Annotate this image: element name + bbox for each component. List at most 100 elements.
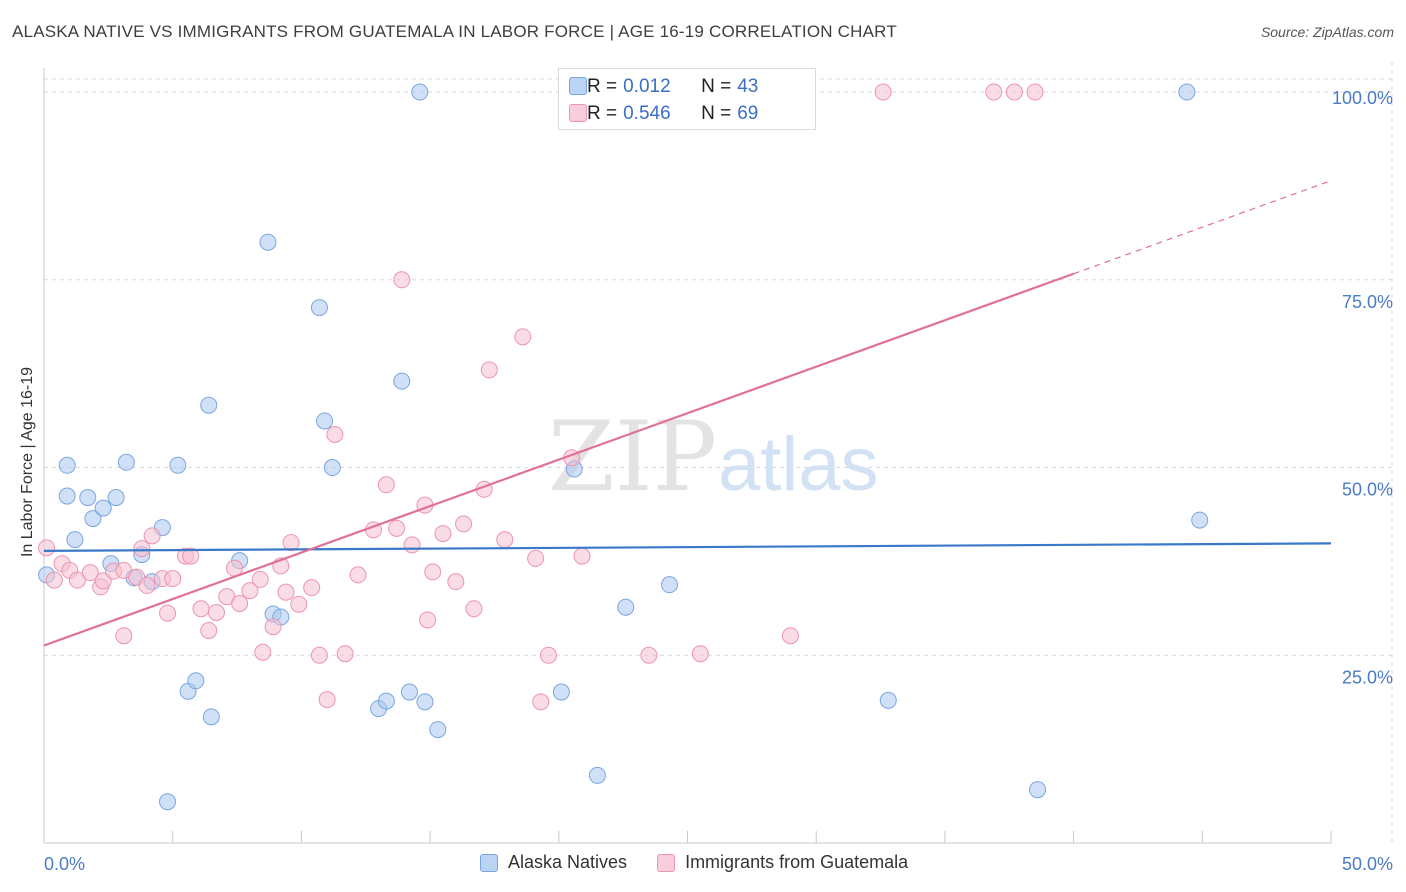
point-immigrants-guatemala: [264, 618, 282, 636]
point-alaska-natives: [1191, 511, 1209, 529]
y-axis-title: In Labor Force | Age 16-19: [19, 366, 36, 558]
point-alaska-natives: [879, 691, 897, 709]
point-alaska-natives: [84, 510, 102, 528]
point-immigrants-guatemala: [434, 525, 452, 543]
stats-row-alaska-natives: R = 0.012 N = 43: [569, 75, 759, 99]
point-immigrants-guatemala: [192, 600, 210, 618]
point-alaska-natives: [416, 693, 434, 711]
point-alaska-natives: [310, 299, 328, 317]
point-alaska-natives: [200, 396, 218, 414]
point-immigrants-guatemala: [388, 519, 406, 537]
point-alaska-natives: [552, 683, 570, 701]
point-alaska-natives: [79, 489, 97, 507]
point-immigrants-guatemala: [38, 539, 56, 557]
point-alaska-natives: [323, 459, 341, 477]
point-alaska-natives: [66, 531, 84, 549]
point-immigrants-guatemala: [231, 594, 249, 612]
point-immigrants-guatemala: [254, 643, 272, 661]
point-immigrants-guatemala: [1005, 83, 1023, 101]
point-immigrants-guatemala: [874, 83, 892, 101]
point-alaska-natives: [58, 456, 76, 474]
point-immigrants-guatemala: [447, 573, 465, 591]
point-alaska-natives: [187, 672, 205, 690]
n-label: N =: [701, 76, 732, 97]
point-immigrants-guatemala: [277, 583, 295, 601]
n-value: 43: [737, 76, 759, 97]
point-immigrants-guatemala: [68, 571, 86, 589]
trend-line-extension-immigrants-guatemala: [1073, 180, 1332, 275]
trend-line-alaska-natives: [43, 542, 1332, 552]
trend-lines: [43, 180, 1332, 647]
point-immigrants-guatemala: [403, 536, 421, 554]
series-alaska-natives: [38, 83, 1209, 811]
point-immigrants-guatemala: [640, 646, 658, 664]
point-immigrants-guatemala: [496, 531, 514, 549]
y-tick-label: 25.0%: [1342, 667, 1393, 687]
legend-swatch-pink: [657, 853, 676, 872]
point-immigrants-guatemala: [310, 646, 328, 664]
y-tick-label: 100.0%: [1332, 88, 1393, 108]
point-immigrants-guatemala: [455, 515, 473, 533]
point-alaska-natives: [169, 456, 187, 474]
point-immigrants-guatemala: [282, 534, 300, 552]
point-immigrants-guatemala: [207, 603, 225, 621]
legend-item-immigrants-guatemala[interactable]: Immigrants from Guatemala: [657, 852, 908, 873]
point-immigrants-guatemala: [303, 579, 321, 597]
r-value: 0.012: [623, 76, 671, 97]
point-alaska-natives: [1029, 781, 1047, 799]
bottom-legend: Alaska Natives Immigrants from Guatemala: [480, 852, 938, 873]
point-immigrants-guatemala: [540, 646, 558, 664]
tick-labels: 25.0% 50.0% 75.0% 100.0% 0.0% 50.0%: [44, 88, 1393, 874]
point-immigrants-guatemala: [393, 271, 411, 289]
point-immigrants-guatemala: [349, 566, 367, 584]
point-alaska-natives: [107, 489, 125, 507]
axes: [43, 68, 1332, 844]
chart-title: ALASKA NATIVE VS IMMIGRANTS FROM GUATEMA…: [12, 22, 897, 41]
legend-swatch-blue: [480, 853, 498, 872]
point-immigrants-guatemala: [985, 83, 1003, 101]
legend-item-alaska-natives[interactable]: Alaska Natives: [480, 852, 627, 873]
legend-label-immigrants-guatemala: Immigrants from Guatemala: [685, 852, 909, 872]
r-label: R =: [587, 76, 618, 97]
point-immigrants-guatemala: [424, 563, 442, 581]
point-immigrants-guatemala: [290, 595, 308, 613]
point-alaska-natives: [94, 499, 112, 517]
stats-swatch-blue: [569, 77, 587, 95]
y-tick-label: 50.0%: [1342, 480, 1393, 500]
point-alaska-natives: [117, 453, 135, 471]
point-alaska-natives: [617, 598, 635, 616]
point-immigrants-guatemala: [532, 693, 550, 711]
point-immigrants-guatemala: [45, 571, 63, 589]
point-immigrants-guatemala: [573, 547, 591, 565]
point-immigrants-guatemala: [133, 540, 151, 558]
point-immigrants-guatemala: [159, 604, 177, 622]
point-immigrants-guatemala: [241, 582, 259, 600]
stats-row-immigrants-guatemala: R = 0.546 N = 69: [569, 102, 758, 126]
point-alaska-natives: [588, 766, 606, 784]
point-immigrants-guatemala: [143, 527, 161, 545]
point-alaska-natives: [429, 721, 447, 739]
stats-legend: R = 0.012 N = 43 R = 0.546 N = 69: [558, 68, 816, 130]
point-alaska-natives: [259, 233, 277, 251]
point-alaska-natives: [316, 412, 334, 430]
stats-swatch-pink: [569, 104, 587, 122]
point-immigrants-guatemala: [419, 611, 437, 629]
trend-line-immigrants-guatemala: [43, 272, 1074, 647]
point-immigrants-guatemala: [200, 621, 218, 639]
grid-lines: [44, 62, 1393, 843]
series-immigrants-guatemala: [38, 83, 1044, 711]
point-immigrants-guatemala: [326, 425, 344, 443]
point-immigrants-guatemala: [691, 645, 709, 663]
point-immigrants-guatemala: [1026, 83, 1044, 101]
point-immigrants-guatemala: [318, 691, 336, 709]
point-alaska-natives: [401, 683, 419, 701]
point-immigrants-guatemala: [781, 627, 799, 645]
point-immigrants-guatemala: [377, 476, 395, 494]
point-alaska-natives: [660, 576, 678, 594]
r-value: 0.546: [623, 103, 671, 124]
point-immigrants-guatemala: [81, 564, 99, 582]
point-alaska-natives: [1178, 83, 1196, 101]
point-immigrants-guatemala: [527, 549, 545, 567]
point-alaska-natives: [393, 372, 411, 390]
